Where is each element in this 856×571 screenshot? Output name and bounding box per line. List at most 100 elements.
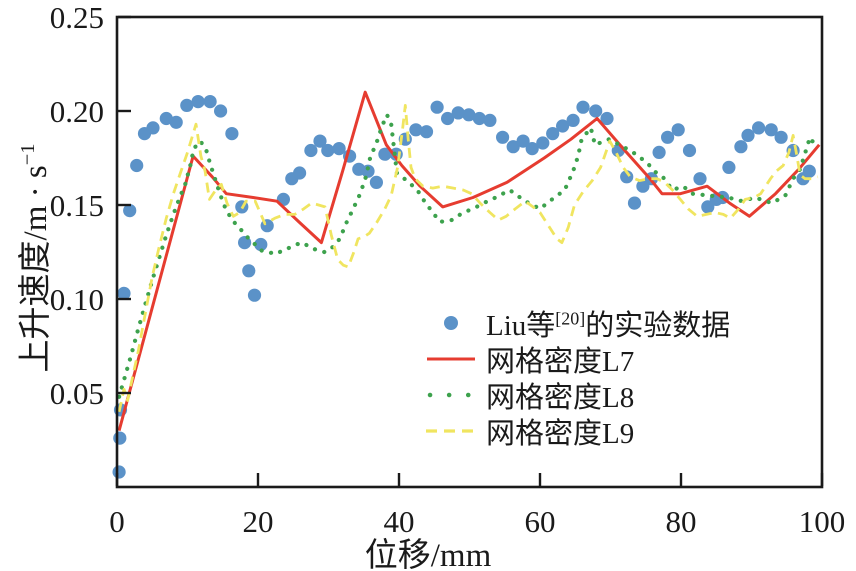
experimental-data-point (764, 123, 778, 137)
experimental-data-point (472, 111, 486, 126)
experimental-data-point (123, 204, 137, 218)
dotted-line-icon (427, 392, 477, 398)
experimental-data-point (576, 100, 590, 114)
experimental-data-point (369, 175, 383, 189)
experimental-data-point (321, 143, 335, 158)
experimental-data-point (506, 140, 520, 154)
experimental-data-point (734, 140, 748, 154)
y-axis-title: 上升速度/m · s−1 (8, 83, 54, 433)
y-tick-label: 0.20 (50, 94, 104, 129)
experimental-data-point (225, 127, 239, 141)
experimental-data-point (693, 172, 707, 186)
experimental-data-point (627, 196, 642, 210)
experimental-data-point (496, 130, 510, 144)
experimental-data-point (661, 130, 675, 144)
experimental-data-point (112, 465, 126, 479)
x-tick-label: 20 (243, 504, 274, 539)
legend: Liu等[20]的实验数据 网格密度L7 网格密度L8 (424, 302, 730, 450)
experimental-data-point (180, 98, 194, 112)
legend-marker-area (424, 428, 478, 434)
experimental-data-point (546, 127, 560, 141)
legend-marker-area (424, 391, 478, 399)
x-tick-label: 40 (384, 504, 415, 539)
experimental-data-point (516, 134, 530, 148)
x-axis-title: 位移/mm (364, 538, 492, 571)
experimental-data-point (254, 237, 268, 252)
x-tick-label: 100 (799, 504, 846, 539)
x-tick-label: 80 (666, 504, 697, 539)
solid-line-icon (427, 357, 475, 361)
experimental-data-point (483, 113, 497, 127)
legend-label-experimental: Liu等[20]的实验数据 (478, 302, 730, 344)
legend-item-experimental: Liu等[20]的实验数据 (424, 302, 730, 344)
experimental-data-point (774, 130, 788, 144)
experimental-data-point (378, 147, 392, 161)
experimental-data-point (752, 121, 766, 135)
experimental-data-point (451, 106, 465, 120)
experimental-data-point (701, 200, 715, 214)
experimental-data-point (556, 119, 570, 133)
experimental-data-point (636, 179, 650, 193)
experimental-data-point (113, 431, 127, 445)
experimental-data-point (462, 108, 476, 122)
experimental-data-point (117, 286, 131, 300)
experimental-data-point (242, 264, 256, 278)
experimental-data-point (525, 142, 539, 156)
series-line-l8 (116, 112, 820, 399)
legend-label-experimental-citation: [20] (555, 308, 586, 329)
experimental-data-point (247, 288, 262, 302)
legend-label-experimental-post: 的实验数据 (585, 310, 731, 342)
legend-item-l9: 网格密度L9 (424, 413, 730, 450)
x-tick-label: 60 (525, 504, 556, 539)
experimental-data-point (159, 111, 173, 126)
legend-item-l8: 网格密度L8 (424, 377, 730, 414)
experimental-data-point (130, 158, 144, 173)
experimental-data-point (293, 166, 307, 180)
experimental-data-point (441, 111, 455, 126)
scatter-dot-icon (444, 316, 458, 330)
legend-item-l7: 网格密度L7 (424, 341, 730, 378)
experimental-data-point (409, 123, 423, 137)
experimental-data-point (430, 100, 444, 114)
series-line-l9 (117, 104, 819, 413)
y-axis-title-base: 上升速度/m · s (18, 165, 54, 373)
experimental-data-point (332, 142, 346, 156)
experimental-data-point (169, 115, 183, 129)
y-tick-label: 0.15 (50, 188, 104, 223)
y-axis-title-exponent: −1 (17, 143, 39, 166)
experimental-data-point (566, 113, 580, 127)
dashed-line-icon (426, 429, 476, 433)
experimental-data-point (361, 164, 375, 178)
x-tick-label: 0 (109, 504, 125, 539)
legend-label-l8: 网格密度L8 (486, 382, 635, 414)
legend-label-l9: 网格密度L9 (486, 418, 635, 450)
legend-marker-area (424, 316, 478, 330)
experimental-data-point (802, 164, 816, 178)
experimental-data-point (671, 123, 685, 137)
plot-frame (115, 15, 824, 489)
experimental-data-point (589, 104, 603, 118)
experimental-data-point (146, 121, 160, 135)
experimental-data-point (203, 95, 217, 109)
series-line-l7 (117, 90, 821, 431)
experimental-data-point (419, 125, 434, 139)
experimental-data-point (682, 143, 697, 158)
experimental-data-point (600, 111, 614, 126)
y-tick-label: 0.25 (50, 0, 104, 35)
experimental-data-point (536, 136, 550, 150)
experimental-data-point (722, 160, 736, 174)
experimental-data-point (620, 170, 634, 184)
y-tick-label: 0.10 (50, 282, 104, 317)
legend-label-experimental-pre: Liu等 (486, 310, 556, 342)
legend-marker-area (424, 356, 478, 362)
y-tick-label: 0.05 (50, 376, 104, 411)
legend-label-l7: 网格密度L7 (486, 346, 635, 378)
experimental-data-point (214, 104, 228, 118)
experimental-data-point (191, 95, 205, 109)
experimental-data-point (304, 143, 318, 158)
experimental-data-point (313, 134, 327, 148)
experimental-data-point (652, 145, 666, 159)
experimental-data-point (741, 128, 755, 142)
